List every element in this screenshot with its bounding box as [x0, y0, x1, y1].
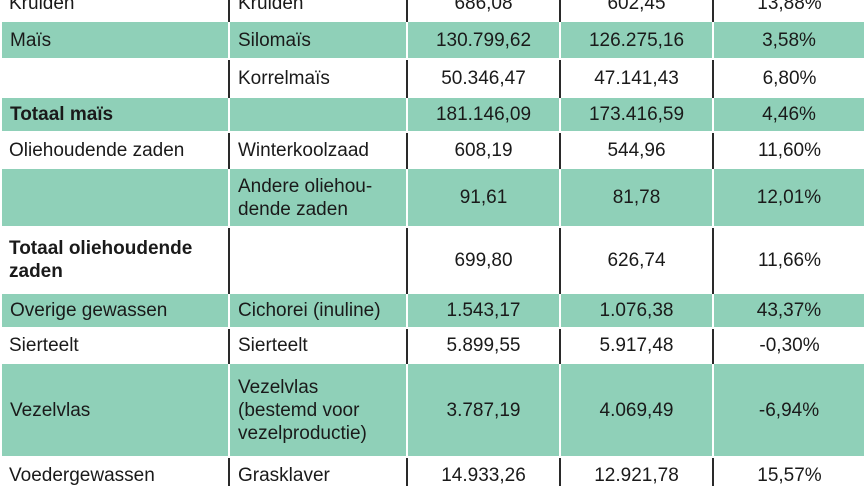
crop-type-cell — [228, 227, 407, 293]
area-year1-cell: 50.346,47 — [406, 59, 560, 97]
area-year1-cell: 3.787,19 — [406, 362, 561, 458]
crop-group-cell: Totaal maïs — [0, 96, 230, 133]
area-year2-cell: 5.917,48 — [559, 328, 713, 363]
change-pct-cell: -0,30% — [712, 328, 864, 363]
change-pct-cell: 43,37% — [712, 292, 864, 329]
change-pct-cell: 4,46% — [712, 96, 864, 133]
crop-type-cell-line: vezelproductie) — [238, 422, 367, 444]
table-row: Totaal maïs 181.146,09 173.416,59 4,46% — [0, 96, 864, 133]
crop-type-cell: Winterkoolzaad — [228, 132, 407, 168]
crop-group-cell: Vezelvlas — [0, 362, 230, 458]
area-year2-cell: 47.141,43 — [559, 59, 713, 97]
area-year2-cell: 4.069,49 — [559, 362, 714, 458]
crop-type-cell: Korrelmaïs — [228, 59, 407, 97]
area-year2-cell: 626,74 — [559, 227, 713, 293]
change-pct-cell: 12,01% — [712, 167, 864, 228]
crop-group-cell — [0, 167, 230, 228]
crop-type-cell-line: Vezelvlas — [238, 376, 319, 398]
crop-type-cell — [228, 96, 408, 133]
table-row: Oliehoudende zaden Winterkoolzaad 608,19 54… — [1, 132, 864, 168]
crop-group-cell: Maïs — [0, 20, 230, 60]
change-pct-cell: 3,58% — [712, 20, 864, 60]
crop-type-cell: Kruiden — [228, 0, 407, 21]
crop-type-cell-line: dende zaden — [238, 198, 348, 220]
area-year1-cell: 699,80 — [406, 227, 560, 293]
crop-group-cell — [1, 59, 229, 97]
crop-type-cell: Sierteelt — [228, 328, 407, 363]
table-row: Maïs Silomaïs 130.799,62 126.275,16 3,58% — [0, 20, 864, 60]
crop-type-cell: Cichorei (inuline) — [228, 292, 408, 329]
crop-group-cell: Kruiden — [1, 0, 229, 21]
area-year2-cell: 173.416,59 — [559, 96, 714, 133]
crop-type-cell-line: Andere oliehou- — [238, 175, 373, 197]
change-pct-cell: 6,80% — [712, 59, 864, 97]
area-year2-cell: 81,78 — [559, 167, 714, 228]
area-year2-cell: 126.275,16 — [559, 20, 714, 60]
table-row: Voedergewassen Grasklaver 14.933,26 12.921,… — [1, 457, 864, 486]
table-row: Vezelvlas Vezelvlas (bestemd voor vezelprod… — [0, 362, 864, 458]
area-year1-cell: 5.899,55 — [406, 328, 560, 363]
change-pct-cell: 13,88% — [712, 0, 864, 21]
table-row: Overige gewassen Cichorei (inuline) 1.543,… — [0, 292, 864, 329]
area-year2-cell: 602,45 — [559, 0, 713, 21]
crop-group-cell: Voedergewassen — [1, 457, 229, 486]
crop-type-cell: Vezelvlas (bestemd voor vezelproductie) — [228, 362, 408, 458]
crop-type-cell: Grasklaver — [228, 457, 407, 486]
area-year2-cell: 1.076,38 — [559, 292, 714, 329]
table-row: Korrelmaïs 50.346,47 47.141,43 6,80% — [1, 59, 864, 97]
change-pct-cell: 11,60% — [712, 132, 864, 168]
area-year1-cell: 686,08 — [406, 0, 560, 21]
crop-type-cell-line: (bestemd voor — [238, 399, 360, 421]
table-row: Kruiden Kruiden 686,08 602,45 13,88% — [1, 0, 864, 21]
table-row: Sierteelt Sierteelt 5.899,55 5.917,48 -0,30% — [1, 328, 864, 363]
crop-group-cell: Sierteelt — [1, 328, 229, 363]
area-year2-cell: 544,96 — [559, 132, 713, 168]
crop-type-cell: Andere oliehou-dende zaden — [228, 167, 408, 228]
crop-group-cell: Overige gewassen — [0, 292, 230, 329]
change-pct-cell: 15,57% — [712, 457, 864, 486]
table-row: Totaal oliehoudende zaden 699,80 626,74 11,6… — [1, 227, 864, 293]
crop-group-cell-line: Totaal oliehoudende — [9, 238, 193, 259]
area-year1-cell: 181.146,09 — [406, 96, 561, 133]
area-year1-cell: 14.933,26 — [406, 457, 560, 486]
area-year1-cell: 91,61 — [406, 167, 561, 228]
area-year1-cell: 1.543,17 — [406, 292, 561, 329]
change-pct-cell: 11,66% — [712, 227, 864, 293]
table-row: Andere oliehou-dende zaden 91,61 81,78 12,0… — [0, 167, 864, 228]
area-year1-cell: 130.799,62 — [406, 20, 561, 60]
crop-group-cell-line: zaden — [9, 261, 63, 282]
crop-type-cell: Silomaïs — [228, 20, 408, 60]
area-year1-cell: 608,19 — [406, 132, 560, 168]
change-pct-cell: -6,94% — [712, 362, 864, 458]
crop-group-cell: Oliehoudende zaden — [1, 132, 229, 168]
crop-group-cell: Totaal oliehoudende zaden — [1, 227, 229, 293]
area-year2-cell: 12.921,78 — [559, 457, 713, 486]
